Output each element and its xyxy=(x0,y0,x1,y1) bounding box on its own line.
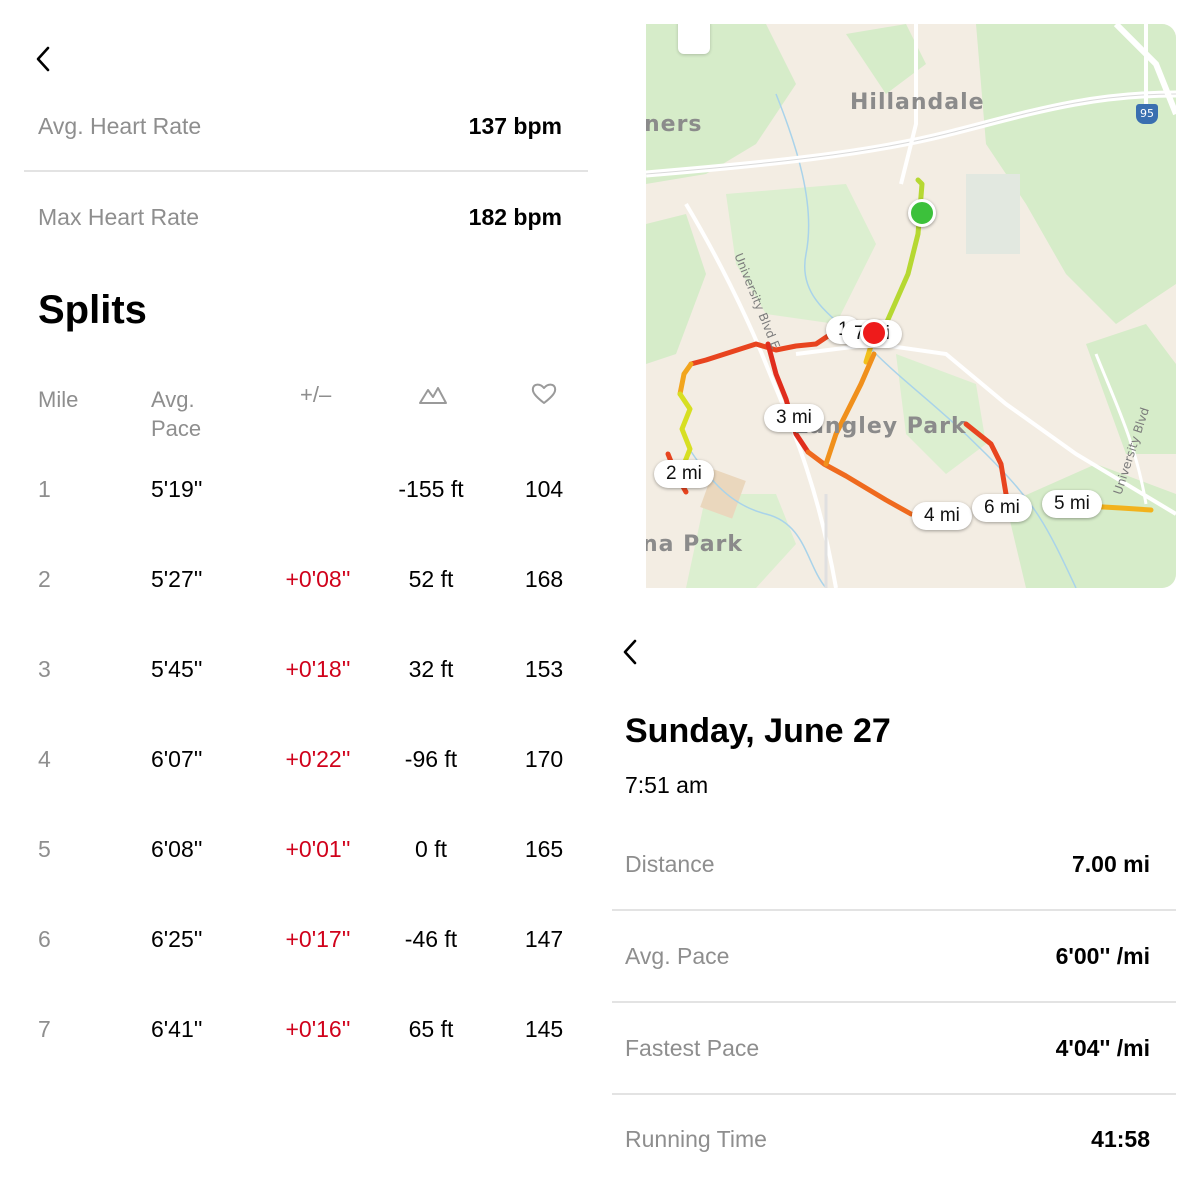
stat-value: 137 bpm xyxy=(468,112,562,139)
pace-cell: 5'45'' xyxy=(151,656,203,682)
elevation-cell: 52 ft xyxy=(408,566,454,592)
header-avg-pace-line1: Avg. xyxy=(151,387,195,412)
max-heart-rate-row: Max Heart Rate 182 bpm xyxy=(24,172,588,262)
diff-cell: +0'17'' xyxy=(285,926,351,952)
mile-cell: 4 xyxy=(38,746,51,772)
mile-cell: 6 xyxy=(38,926,51,952)
stat-value: 7.00 mi xyxy=(1072,850,1150,877)
pace-cell: 6'07'' xyxy=(151,746,203,772)
splits-title: Splits xyxy=(38,288,147,332)
stat-label: Distance xyxy=(625,850,715,877)
stat-value: 41:58 xyxy=(1091,1125,1150,1152)
heart-rate-cell: 165 xyxy=(524,836,564,862)
place-label: Hillandale xyxy=(850,90,985,115)
mile-marker-5: 5 mi xyxy=(1042,490,1102,518)
avg-pace-row: Avg. Pace 6'00'' /mi xyxy=(612,911,1176,1001)
divider xyxy=(612,1093,1176,1095)
divider xyxy=(612,909,1176,911)
pace-cell: 5'19'' xyxy=(151,476,203,502)
heart-rate-cell: 170 xyxy=(524,746,564,772)
stat-value: 6'00'' /mi xyxy=(1055,942,1150,969)
heart-rate-cell: 145 xyxy=(524,1016,564,1042)
pace-cell: 5'27'' xyxy=(151,566,203,592)
running-time-row: Running Time 41:58 xyxy=(612,1094,1176,1184)
mile-marker-4: 4 mi xyxy=(912,502,972,530)
stat-value: 182 bpm xyxy=(468,203,562,230)
diff-cell: +0'16'' xyxy=(285,1016,351,1042)
heart-rate-cell: 147 xyxy=(524,926,564,952)
mile-cell: 2 xyxy=(38,566,51,592)
mile-marker-2: 2 mi xyxy=(654,460,714,488)
heart-rate-cell: 168 xyxy=(524,566,564,592)
heart-icon xyxy=(531,382,557,411)
distance-row: Distance 7.00 mi xyxy=(612,819,1176,909)
elevation-cell: -96 ft xyxy=(404,746,458,772)
divider xyxy=(24,170,588,172)
divider xyxy=(612,1001,1176,1003)
pace-cell: 6'25'' xyxy=(151,926,203,952)
stat-label: Running Time xyxy=(625,1125,767,1152)
chevron-left-icon xyxy=(36,46,50,72)
elevation-cell: 0 ft xyxy=(415,836,447,862)
header-diff: +/– xyxy=(300,382,332,407)
mile-marker-3: 3 mi xyxy=(764,404,824,432)
back-button[interactable] xyxy=(615,637,645,667)
stat-value: 4'04'' /mi xyxy=(1055,1034,1150,1061)
mile-cell: 3 xyxy=(38,656,51,682)
run-time: 7:51 am xyxy=(625,772,709,798)
stat-label: Avg. Pace xyxy=(625,942,730,969)
pace-cell: 6'41'' xyxy=(151,1016,203,1042)
diff-cell: +0'01'' xyxy=(285,836,351,862)
mile-cell: 7 xyxy=(38,1016,51,1042)
map-control-button[interactable] xyxy=(678,24,710,54)
header-avg-pace-line2: Pace xyxy=(151,416,202,441)
diff-cell: +0'22'' xyxy=(285,746,351,772)
avg-heart-rate-row: Avg. Heart Rate 137 bpm xyxy=(24,81,588,171)
elevation-cell: -46 ft xyxy=(404,926,458,952)
run-date: Sunday, June 27 xyxy=(625,712,891,750)
route-map[interactable]: 95 Hillandale ners Langley Park na Park … xyxy=(646,24,1176,588)
mile-cell: 1 xyxy=(38,476,51,502)
start-marker xyxy=(908,199,936,227)
place-label: na Park xyxy=(646,532,744,557)
elevation-cell: 32 ft xyxy=(408,656,454,682)
pace-cell: 6'08'' xyxy=(151,836,203,862)
elevation-cell: -155 ft xyxy=(398,476,464,502)
heart-rate-cell: 104 xyxy=(524,476,564,502)
heart-rate-cell: 153 xyxy=(524,656,564,682)
end-marker xyxy=(860,319,888,347)
mile-marker-6: 6 mi xyxy=(972,494,1032,522)
header-avg-pace: Avg. Pace xyxy=(151,385,201,443)
mile-cell: 5 xyxy=(38,836,51,862)
place-label: ners xyxy=(646,112,703,137)
diff-cell: +0'18'' xyxy=(285,656,351,682)
fastest-pace-row: Fastest Pace 4'04'' /mi xyxy=(612,1003,1176,1093)
stat-label: Max Heart Rate xyxy=(38,203,200,230)
mountain-icon xyxy=(418,382,448,411)
interstate-shield: 95 xyxy=(1136,104,1158,124)
header-mile: Mile xyxy=(38,387,79,412)
stat-label: Fastest Pace xyxy=(625,1034,760,1061)
chevron-left-icon xyxy=(623,639,637,665)
diff-cell: +0'08'' xyxy=(285,566,351,592)
elevation-cell: 65 ft xyxy=(408,1016,454,1042)
stat-label: Avg. Heart Rate xyxy=(38,112,202,139)
back-button[interactable] xyxy=(28,44,58,74)
